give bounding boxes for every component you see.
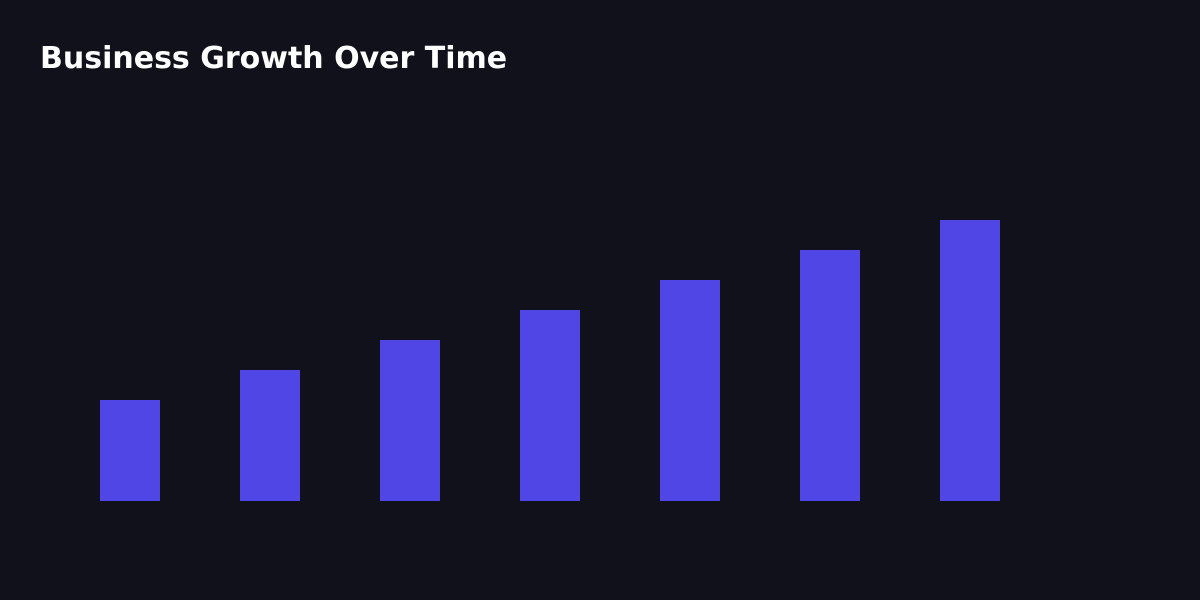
bar-4 xyxy=(520,310,580,501)
bar-1 xyxy=(100,400,160,501)
bar-3 xyxy=(380,340,440,501)
bar-7 xyxy=(940,220,1000,501)
bar-2 xyxy=(240,370,300,501)
bar-6 xyxy=(800,250,860,501)
bar-5 xyxy=(660,280,720,501)
bar-series xyxy=(100,220,1000,501)
chart-title: Business Growth Over Time xyxy=(40,41,508,76)
